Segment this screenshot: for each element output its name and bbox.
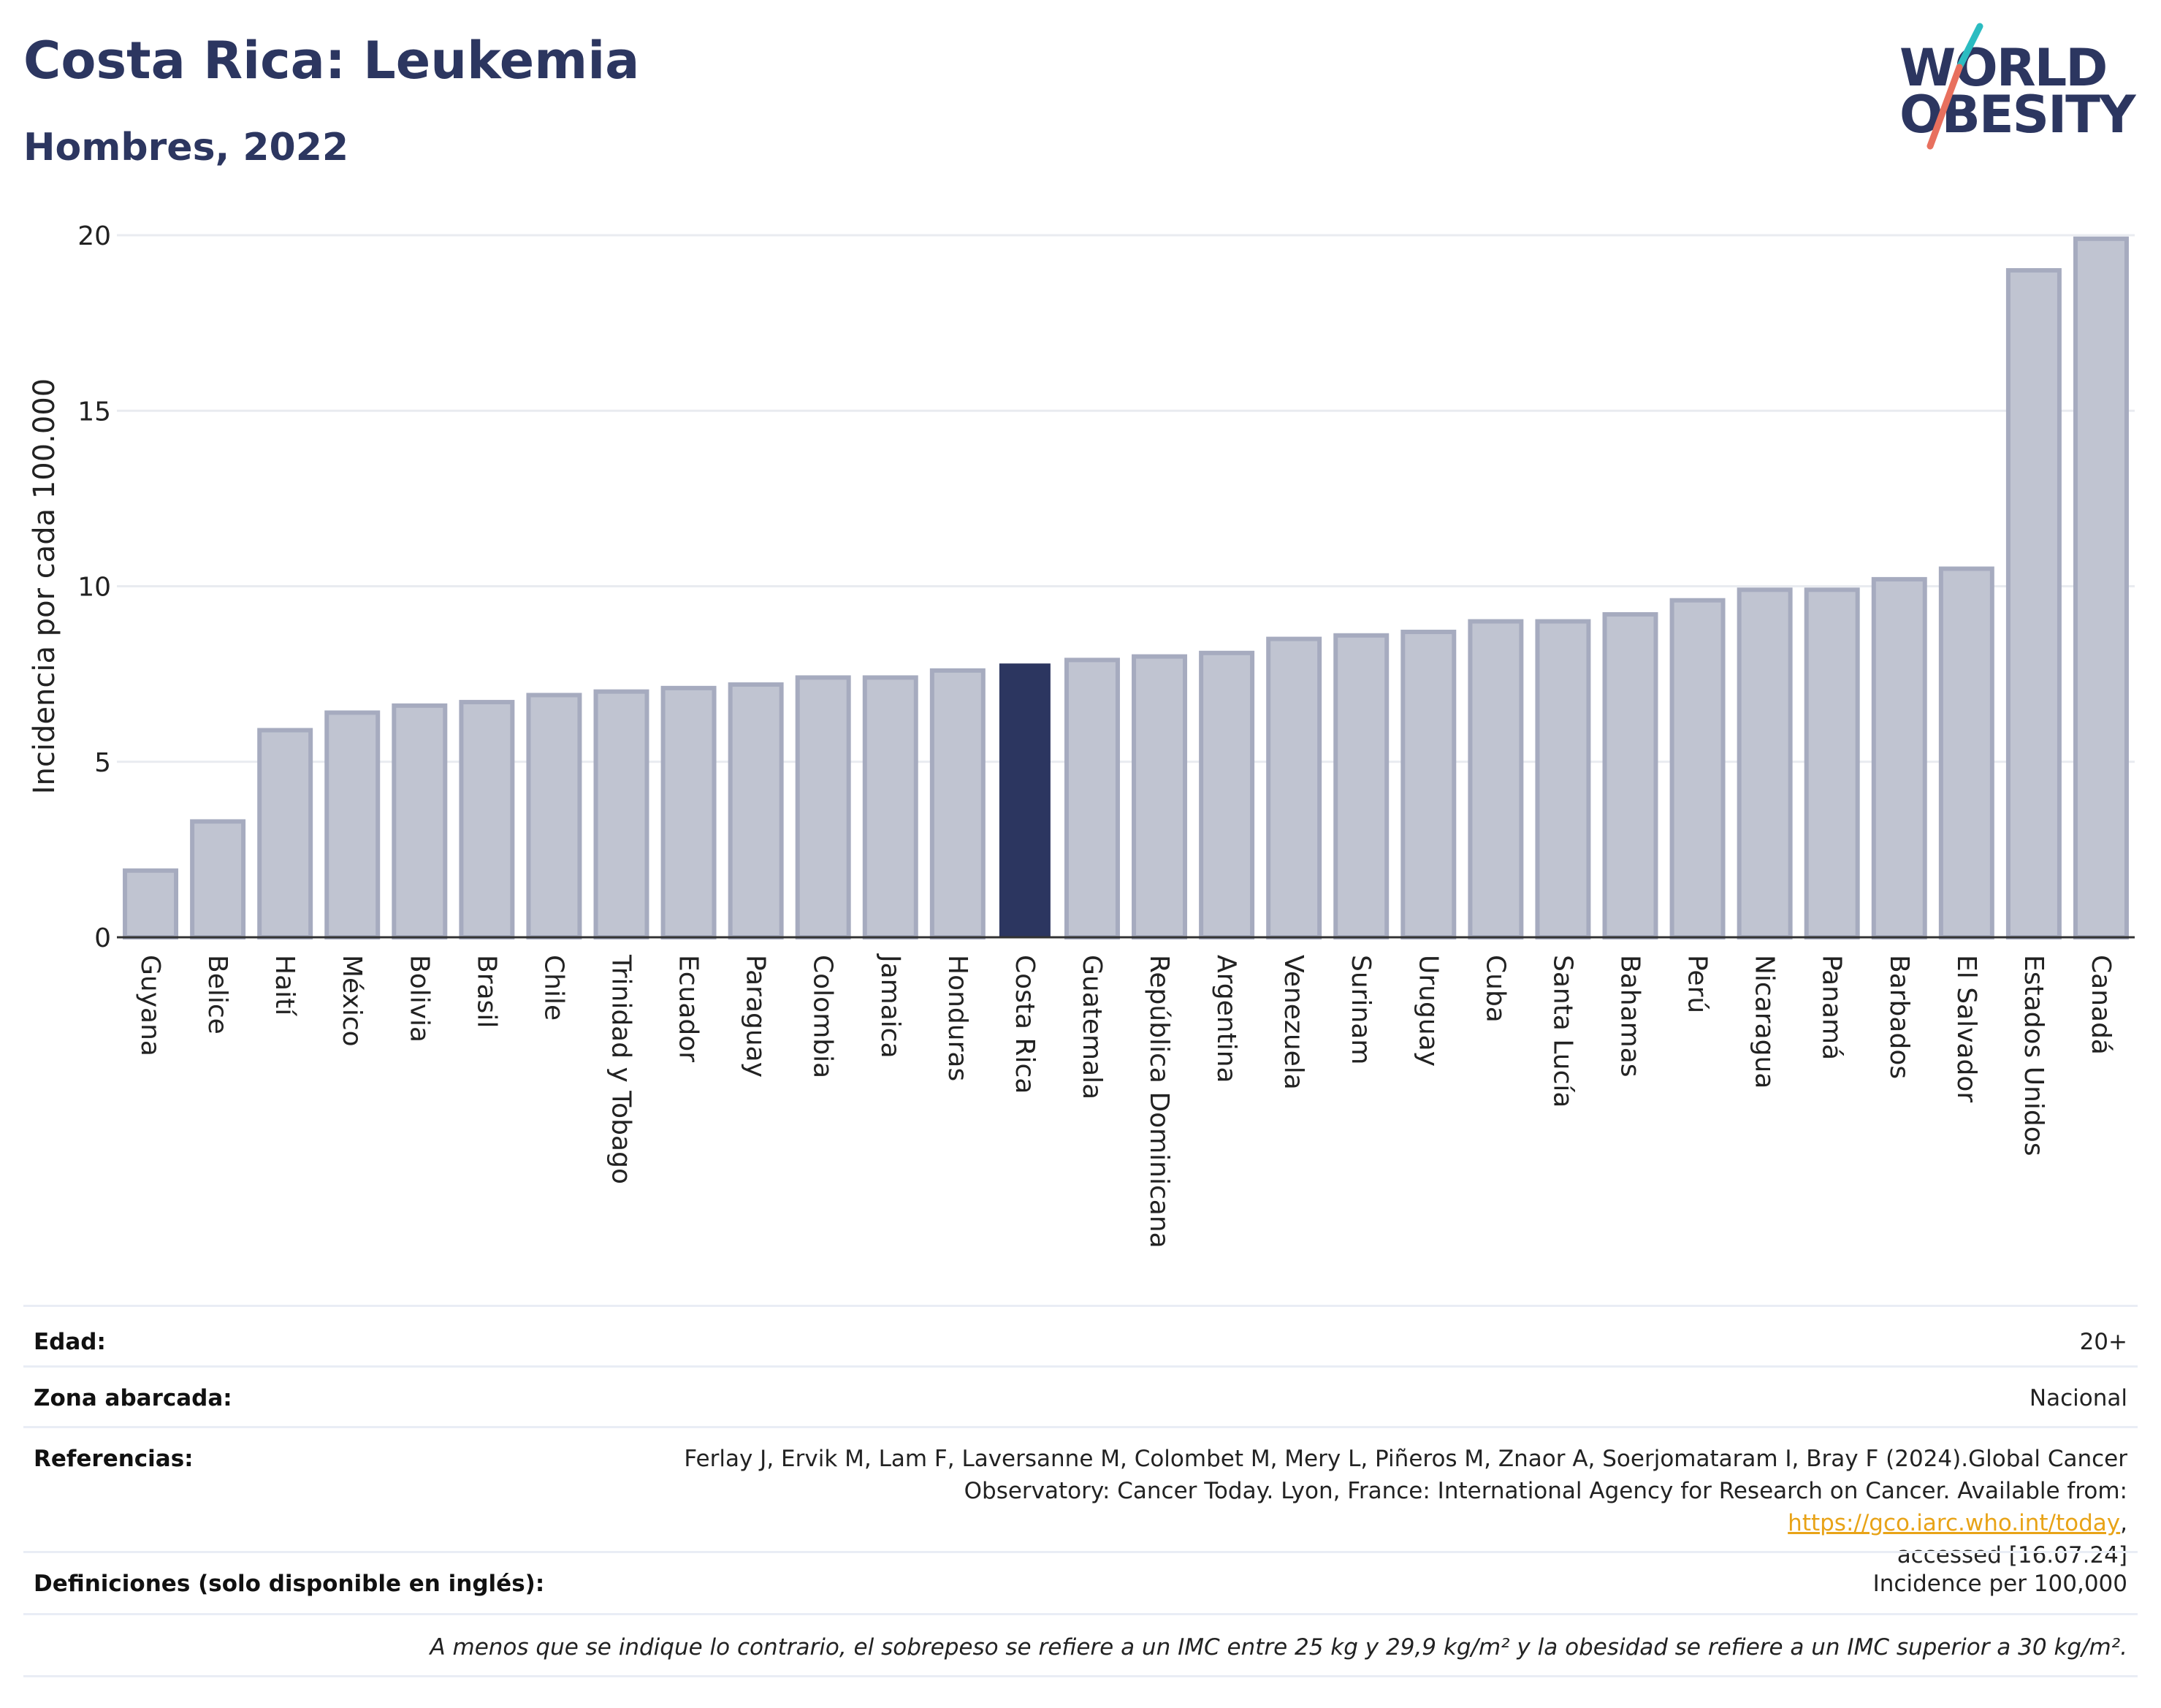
x-tick-label: Nicaragua bbox=[1750, 955, 1780, 1089]
info-row-definitions: Definiciones (solo disponible en inglés)… bbox=[23, 1551, 2138, 1613]
bar-estados-unidos bbox=[2005, 268, 2062, 940]
bar-cuba bbox=[1468, 619, 1524, 939]
info-row-age: Edad: 20+ bbox=[23, 1305, 2138, 1365]
ref-line-2-text: Observatory: Cancer Today. Lyon, France:… bbox=[964, 1478, 2127, 1504]
y-tick-label: 15 bbox=[77, 397, 111, 427]
x-tick-label: México bbox=[337, 955, 367, 1047]
y-axis-label: Incidencia por cada 100.000 bbox=[28, 378, 61, 795]
x-tick-label: Santa Lucía bbox=[1547, 955, 1577, 1107]
bar-colombia bbox=[795, 675, 851, 939]
x-tick-label: Colombia bbox=[808, 955, 838, 1078]
bar-ecuador bbox=[660, 685, 717, 939]
x-tick-label: Chile bbox=[538, 955, 568, 1021]
x-tick-label: Surinam bbox=[1346, 955, 1376, 1064]
bar-argentina bbox=[1199, 650, 1255, 939]
bar-el-salvador bbox=[1938, 566, 1994, 939]
x-tick-label: Venezuela bbox=[1278, 955, 1308, 1090]
x-tick-label: Trinidad y Tobago bbox=[606, 954, 636, 1184]
logo-line-1: WORLD bbox=[1899, 38, 2108, 98]
bar-nicaragua bbox=[1737, 587, 1793, 939]
world-obesity-logo: WORLD OBESITY bbox=[1899, 22, 2148, 153]
logo-slash-icon bbox=[1926, 23, 1983, 150]
age-label: Edad: bbox=[34, 1329, 106, 1355]
bar-surinam bbox=[1333, 633, 1390, 940]
references-value: Ferlay J, Ervik M, Lam F, Laversanne M, … bbox=[666, 1443, 2127, 1571]
x-tick-label: Argentina bbox=[1211, 955, 1241, 1083]
bar-guyana bbox=[123, 868, 179, 940]
x-tick-label: Bolivia bbox=[404, 955, 434, 1042]
x-tick-label: El Salvador bbox=[1951, 955, 1981, 1102]
info-row-zone: Zona abarcada: Nacional bbox=[23, 1365, 2138, 1426]
age-value: 20+ bbox=[2079, 1329, 2127, 1355]
x-tick-label: Paraguay bbox=[741, 955, 771, 1078]
x-tick-label: Belice bbox=[202, 955, 232, 1034]
x-tick-label: Jamaica bbox=[875, 953, 905, 1059]
bar-haití bbox=[257, 728, 313, 939]
bar-chart: 0 5 10 15 20 Incidencia por cada 100.000 Guyan… bbox=[28, 221, 2135, 1248]
x-tick-label: República Dominicana bbox=[1144, 955, 1174, 1248]
definitions-value: Incidence per 100,000 bbox=[1872, 1571, 2127, 1597]
x-tick-label: Honduras bbox=[942, 955, 972, 1081]
bar-chile bbox=[526, 693, 582, 940]
x-tick-label: Haití bbox=[270, 955, 300, 1016]
y-tick-label: 5 bbox=[94, 748, 111, 778]
info-table: Edad: 20+ Zona abarcada: Nacional Refere… bbox=[23, 1305, 2138, 1677]
info-row-note: A menos que se indique lo contrario, el … bbox=[23, 1613, 2138, 1675]
references-label: Referencias: bbox=[34, 1446, 194, 1472]
x-tick-label: Estados Unidos bbox=[2019, 955, 2048, 1156]
x-tick-label: Ecuador bbox=[674, 955, 704, 1062]
ref-line-2-suffix: , bbox=[2120, 1510, 2127, 1536]
y-tick-label: 10 bbox=[77, 573, 111, 603]
bar-bolivia bbox=[392, 703, 448, 939]
bar-bahamas bbox=[1602, 611, 1658, 939]
x-tick-label: Panamá bbox=[1817, 955, 1847, 1060]
bar-uruguay bbox=[1400, 629, 1457, 940]
bar-república-dominicana bbox=[1132, 654, 1188, 939]
chart-title: Costa Rica: Leukemia bbox=[23, 31, 640, 91]
bar-panamá bbox=[1804, 587, 1860, 939]
bar-costa-rica bbox=[999, 663, 1051, 937]
x-tick-label: Cuba bbox=[1480, 955, 1510, 1023]
bar-trinidad-y-tobago bbox=[593, 689, 649, 940]
x-tick-label: Perú bbox=[1682, 955, 1712, 1013]
bar-perú bbox=[1669, 598, 1726, 939]
x-tick-label: Bahamas bbox=[1615, 955, 1645, 1078]
x-tick-label: Barbados bbox=[1884, 955, 1914, 1079]
bar-méxico bbox=[324, 710, 381, 939]
bar-guatemala bbox=[1064, 657, 1120, 940]
bar-canadá bbox=[2073, 236, 2129, 940]
x-tick-label: Guatemala bbox=[1077, 955, 1107, 1099]
zone-label: Zona abarcada: bbox=[34, 1385, 232, 1411]
bar-jamaica bbox=[862, 675, 918, 939]
bar-barbados bbox=[1871, 576, 1927, 939]
x-tick-label: Costa Rica bbox=[1010, 955, 1040, 1094]
x-tick-label: Brasil bbox=[471, 955, 501, 1028]
x-tick-label: Guyana bbox=[135, 955, 165, 1056]
reference-link[interactable]: https://gco.iarc.who.int/today bbox=[1788, 1510, 2121, 1536]
y-tick-label: 20 bbox=[77, 221, 111, 251]
info-row-references: Referencias: Ferlay J, Ervik M, Lam F, L… bbox=[23, 1426, 2138, 1568]
x-tick-label: Uruguay bbox=[1413, 955, 1443, 1067]
definitions-label: Definiciones (solo disponible en inglés)… bbox=[34, 1571, 545, 1597]
bar-belice bbox=[190, 819, 246, 939]
ref-line-2: Observatory: Cancer Today. Lyon, France:… bbox=[666, 1475, 2127, 1539]
bar-honduras bbox=[929, 668, 986, 939]
bar-venezuela bbox=[1266, 636, 1322, 939]
y-tick-label: 0 bbox=[94, 923, 111, 953]
ref-line-3: accessed [16.07.24] bbox=[1897, 1542, 2127, 1568]
table-bottom-divider bbox=[23, 1675, 2138, 1677]
bar-brasil bbox=[459, 700, 515, 939]
obesity-note: A menos que se indique lo contrario, el … bbox=[430, 1634, 2127, 1661]
bar-santa-lucía bbox=[1535, 619, 1591, 939]
zone-value: Nacional bbox=[2029, 1385, 2127, 1411]
bar-paraguay bbox=[728, 682, 784, 939]
x-tick-label: Canadá bbox=[2086, 955, 2116, 1055]
chart-subtitle: Hombres, 2022 bbox=[23, 126, 349, 169]
ref-line-1: Ferlay J, Ervik M, Lam F, Laversanne M, … bbox=[684, 1446, 2127, 1472]
